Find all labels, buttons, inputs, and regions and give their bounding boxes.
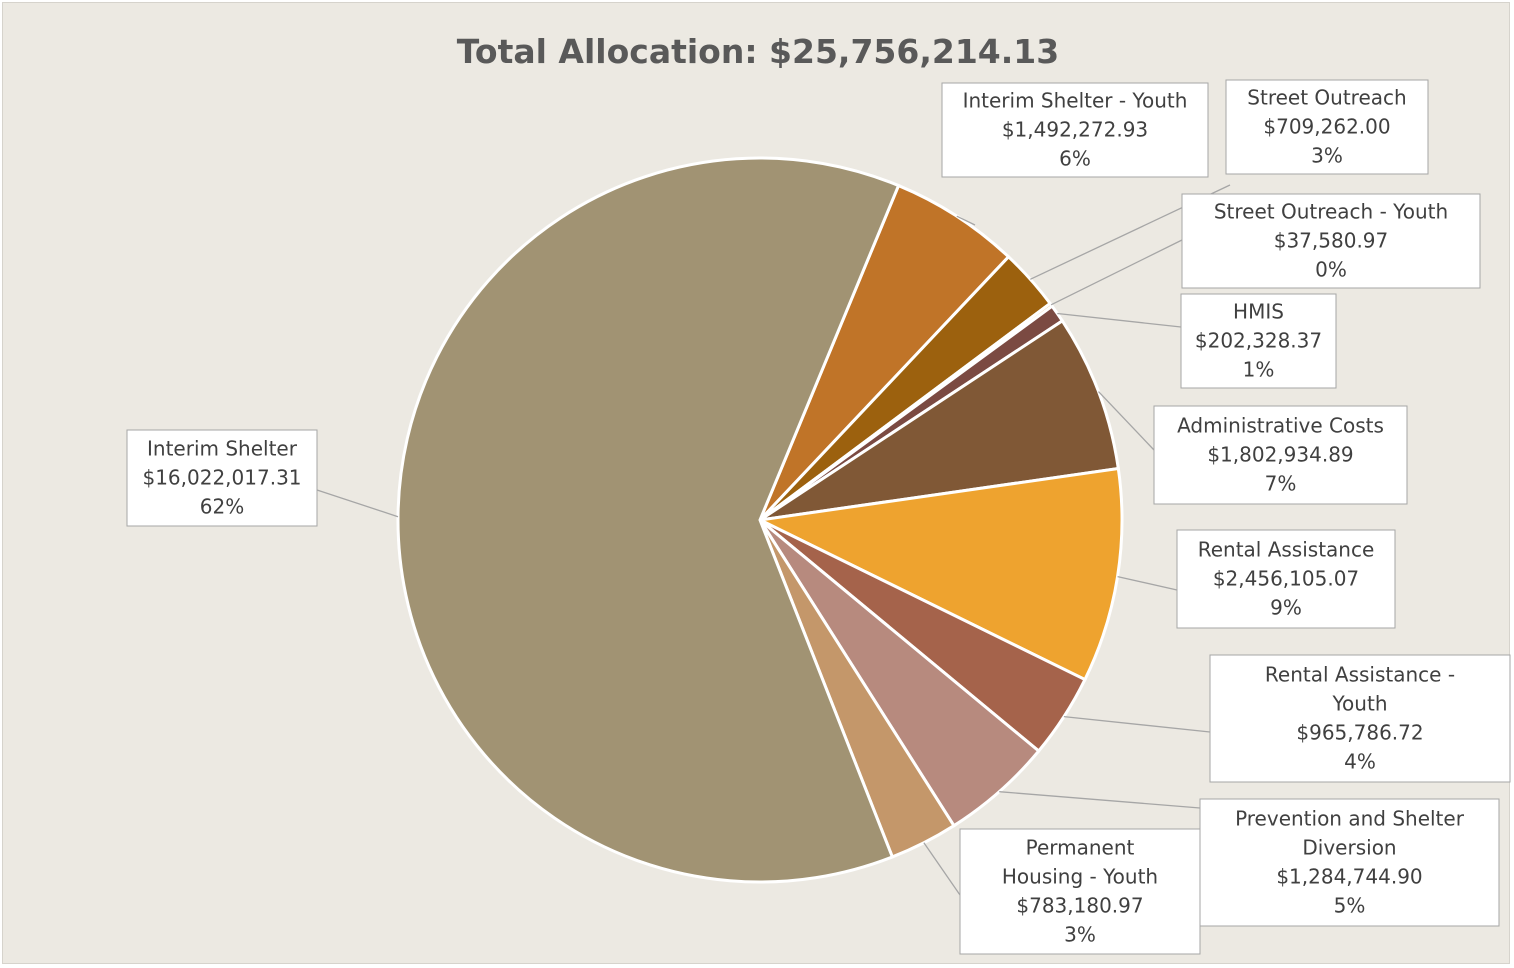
label-percent-interim-shelter-youth: 6% <box>1059 147 1091 171</box>
label-box-rental-assistance <box>1176 529 1396 629</box>
label-value-interim-shelter-youth: $1,492,272.93 <box>1002 118 1148 142</box>
label-percent-interim-shelter: 62% <box>200 495 244 519</box>
label-name-interim-shelter: Interim Shelter <box>147 437 298 461</box>
label-name-hmis: HMIS <box>1233 300 1284 324</box>
label-box-interim-shelter <box>126 429 318 527</box>
label-name-rental-assistance: Rental Assistance <box>1198 538 1375 562</box>
slice-administrative-costs <box>759 318 1121 522</box>
label-box-administrative-costs <box>1153 405 1408 505</box>
data-label-interim-shelter-youth: Interim Shelter - Youth $1,492,272.93 6% <box>941 82 1209 178</box>
label-box-street-outreach <box>1225 79 1429 175</box>
data-label-hmis: HMIS $202,328.37 1% <box>1180 293 1337 389</box>
leader-rental-assistance <box>1117 575 1178 591</box>
data-label-street-outreach: Street Outreach $709,262.00 3% <box>1225 79 1429 175</box>
label-value-rental-assistance-youth: $965,786.72 <box>1296 721 1423 745</box>
label-name-permanent-housing-youth: Housing - Youth <box>1002 865 1158 889</box>
leader-street-outreach-youth <box>1050 239 1183 306</box>
label-value-rental-assistance: $2,456,105.07 <box>1213 567 1359 591</box>
label-name-rental-assistance-youth: Youth <box>1332 692 1388 716</box>
data-label-rental-assistance: Rental Assistance $2,456,105.07 9% <box>1176 529 1396 629</box>
label-percent-prevention-and-shelter-diversion: 5% <box>1334 894 1366 918</box>
label-value-interim-shelter: $16,022,017.31 <box>142 466 301 490</box>
label-name-street-outreach: Street Outreach <box>1247 86 1406 110</box>
slice-rental-assistance <box>754 466 1124 682</box>
slice-interim-shelter-youth <box>758 183 1011 522</box>
label-percent-rental-assistance: 9% <box>1270 596 1302 620</box>
pie-slices <box>396 156 1124 884</box>
label-name-administrative-costs: Administrative Costs <box>1177 414 1384 438</box>
data-label-administrative-costs: Administrative Costs $1,802,934.89 7% <box>1153 405 1408 505</box>
label-name-prevention-and-shelter-diversion: Prevention and Shelter <box>1235 807 1465 831</box>
leader-prevention-and-shelter-diversion <box>999 791 1201 809</box>
label-percent-hmis: 1% <box>1243 358 1275 382</box>
leader-interim-shelter <box>316 489 399 518</box>
data-label-permanent-housing-youth: Permanent Housing - Youth $783,180.97 3% <box>959 828 1201 955</box>
label-name-prevention-and-shelter-diversion: Diversion <box>1302 836 1396 860</box>
label-box-hmis <box>1180 293 1337 389</box>
label-percent-street-outreach: 3% <box>1311 144 1343 168</box>
data-label-interim-shelter: Interim Shelter $16,022,017.31 62% <box>126 429 318 527</box>
data-label-rental-assistance-youth: Rental Assistance - Youth $965,786.72 4% <box>1209 654 1511 783</box>
leader-administrative-costs <box>1098 391 1155 451</box>
label-name-interim-shelter-youth: Interim Shelter - Youth <box>963 89 1188 113</box>
data-label-street-outreach-youth: Street Outreach - Youth $37,580.97 0% <box>1181 193 1481 289</box>
label-value-administrative-costs: $1,802,934.89 <box>1207 443 1353 467</box>
label-box-prevention-and-shelter-diversion <box>1199 798 1500 927</box>
chart-title: Total Allocation: $25,756,214.13 <box>457 32 1059 71</box>
label-name-permanent-housing-youth: Permanent <box>1026 836 1135 860</box>
data-labels: Interim Shelter - Youth $1,492,272.93 6% St… <box>126 79 1511 955</box>
leader-hmis <box>1057 312 1182 328</box>
label-value-street-outreach: $709,262.00 <box>1263 115 1390 139</box>
label-percent-administrative-costs: 7% <box>1265 472 1297 496</box>
label-value-prevention-and-shelter-diversion: $1,284,744.90 <box>1276 865 1422 889</box>
label-value-hmis: $202,328.37 <box>1195 329 1322 353</box>
label-box-permanent-housing-youth <box>959 828 1201 955</box>
leader-rental-assistance-youth <box>1063 715 1211 733</box>
leader-permanent-housing-youth <box>923 842 961 896</box>
label-value-permanent-housing-youth: $783,180.97 <box>1016 894 1143 918</box>
label-percent-rental-assistance-youth: 4% <box>1344 750 1376 774</box>
label-value-street-outreach-youth: $37,580.97 <box>1274 229 1389 253</box>
label-name-rental-assistance-youth: Rental Assistance - <box>1265 663 1455 687</box>
label-name-street-outreach-youth: Street Outreach - Youth <box>1214 200 1448 224</box>
label-percent-permanent-housing-youth: 3% <box>1064 923 1096 947</box>
label-percent-street-outreach-youth: 0% <box>1315 258 1347 282</box>
label-box-interim-shelter-youth <box>941 82 1209 178</box>
label-box-street-outreach-youth <box>1181 193 1481 289</box>
label-box-rental-assistance-youth <box>1209 654 1511 783</box>
data-label-prevention-and-shelter-diversion: Prevention and Shelter Diversion $1,284,74… <box>1199 798 1500 927</box>
leader-interim-shelter-youth <box>956 215 976 226</box>
